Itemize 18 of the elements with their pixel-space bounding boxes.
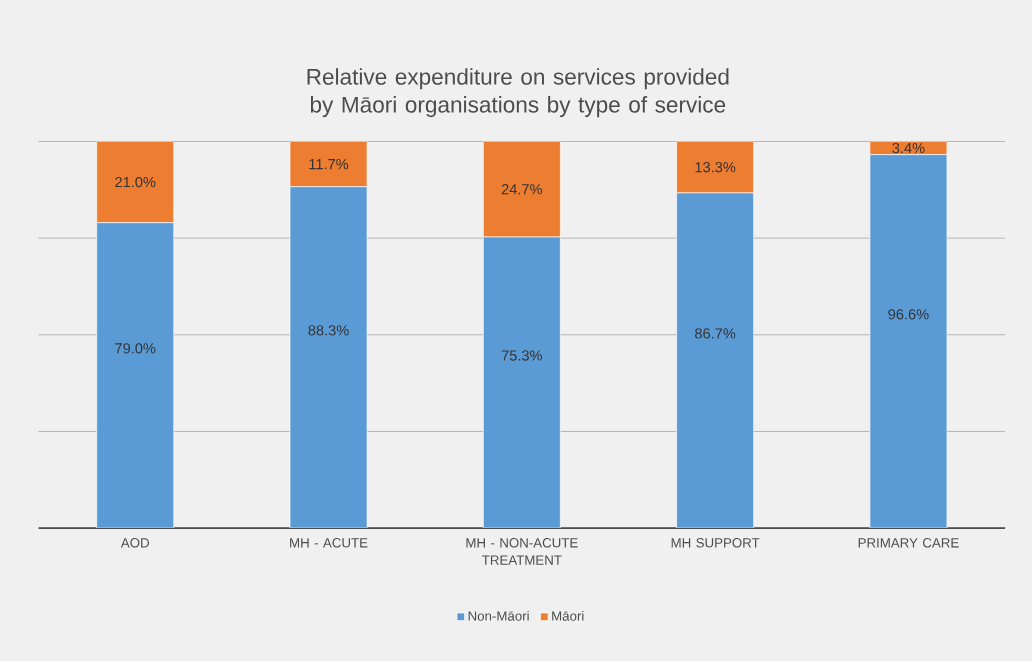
legend-label: Non-Māori	[468, 611, 529, 621]
x-tick-label: MH - ACUTE	[290, 538, 368, 548]
x-tick-label: MH SUPPORT	[671, 538, 760, 548]
data-label: 75.3%	[501, 350, 543, 361]
data-label: 3.4%	[892, 143, 925, 154]
data-label: 24.7%	[501, 184, 543, 195]
data-label: 79.0%	[115, 343, 156, 354]
data-label: 21.0%	[115, 177, 156, 188]
x-tick-label: AOD	[120, 538, 149, 548]
data-label: 96.6%	[888, 309, 929, 320]
data-label: 11.7%	[309, 159, 349, 170]
data-label: 13.3%	[695, 162, 736, 173]
chart-title: Relative expenditure on services provided by Māori organisations by type of service	[307, 68, 729, 118]
x-tick-label: MH - NON-ACUTE TREATMENT	[466, 538, 578, 565]
legend-label: Māori	[552, 611, 584, 621]
x-tick-label: PRIMARY CARE	[858, 538, 959, 548]
data-label: 86.7%	[695, 328, 736, 339]
data-label: 88.3%	[308, 325, 349, 336]
